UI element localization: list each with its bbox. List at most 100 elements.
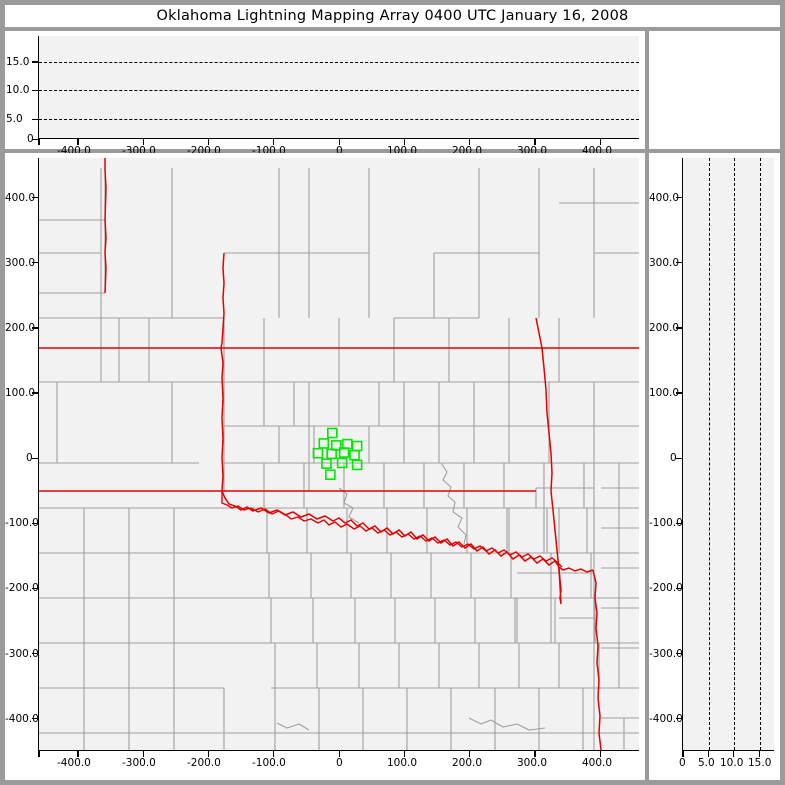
map-plot-area[interactable] — [38, 158, 639, 751]
xtick--400 — [77, 139, 79, 145]
right-ytick-0 — [676, 457, 683, 459]
map-xtick--100 — [273, 751, 275, 757]
right-ytick-300 — [676, 262, 683, 264]
map-ytick--300 — [32, 653, 39, 655]
blank-panel — [649, 31, 780, 149]
map-ytick--200 — [32, 587, 39, 590]
map-xtick-0 — [338, 751, 340, 757]
right-xtick-label-5: 5.0 — [698, 757, 715, 769]
right-ytick--200 — [676, 587, 683, 590]
map-ytick-400 — [32, 196, 39, 199]
right-ytick--300 — [676, 653, 683, 655]
xtick-200 — [469, 139, 471, 145]
map-ytick-label-100: 100.0 — [5, 387, 36, 399]
map-xtick-200 — [469, 751, 471, 757]
right-ytick-label--400: -400.0 — [649, 712, 683, 725]
gridline-10 — [39, 90, 639, 92]
map-xtick-origin — [38, 751, 40, 757]
right-ytick-label-400: 400.0 — [649, 191, 680, 204]
plan-view-map-panel: 400.0 300.0 200.0 100.0 0 -100.0 -200.0 … — [5, 153, 645, 780]
xtick-origin — [38, 139, 40, 145]
map-ytick-label-0: 0 — [26, 452, 33, 465]
ytick-5 — [32, 118, 39, 120]
lightning-source-markers — [312, 427, 363, 481]
source-marker — [326, 448, 337, 460]
source-marker — [327, 427, 338, 439]
right-xtick-label-15: 15.0 — [748, 757, 772, 769]
map-xtick-label-400: 400.0 — [582, 757, 613, 769]
map-ytick-label-300: 300.0 — [5, 256, 36, 269]
ytick-label-15: 15.0 — [6, 55, 30, 68]
right-ytick-label-300: 300.0 — [649, 256, 680, 269]
altitude-plot-area — [682, 158, 774, 751]
xtick--200 — [207, 139, 210, 145]
xtick--100 — [273, 139, 275, 145]
right-xtick-10 — [733, 751, 735, 757]
map-xtick-label-300: 300.0 — [517, 757, 548, 769]
altitude-vs-north-panel: 400.0 300.0 200.0 100.0 0 -100.0 -200.0 … — [649, 153, 780, 780]
right-ytick-label--300: -300.0 — [649, 647, 683, 660]
gridline-5 — [39, 119, 639, 120]
right-ytick-label-200: 200.0 — [649, 321, 680, 334]
ytick-label-0: 0 — [27, 132, 34, 145]
map-ytick-0 — [32, 457, 39, 459]
map-xtick-label--200: -200.0 — [187, 757, 221, 769]
right-ytick-label--200: -200.0 — [649, 582, 683, 595]
right-xtick-15 — [758, 751, 761, 757]
map-xtick-label-200: 200.0 — [452, 757, 483, 769]
source-marker — [325, 469, 336, 481]
xtick--300 — [142, 139, 144, 145]
right-ytick-label-100: 100.0 — [649, 387, 680, 399]
xtick-0 — [338, 139, 340, 145]
map-ytick-200 — [32, 327, 39, 329]
ytick-label-10: 10.0 — [6, 84, 30, 97]
source-marker — [318, 438, 330, 449]
title-bar: Oklahoma Lightning Mapping Array 0400 UT… — [5, 5, 780, 27]
right-xtick-label-10: 10.0 — [720, 757, 744, 769]
map-ytick-100 — [32, 392, 39, 394]
map-xtick-label--300: -300.0 — [122, 757, 156, 769]
time-height-plot-area — [38, 36, 639, 139]
source-marker — [336, 457, 348, 469]
map-xtick-label--400: -400.0 — [57, 757, 91, 769]
gridline-10 — [734, 158, 736, 750]
map-xtick-100 — [403, 751, 406, 757]
source-marker — [351, 440, 363, 452]
ytick-10 — [32, 89, 39, 92]
ytick-0 — [32, 138, 39, 140]
gridline-15 — [759, 158, 761, 750]
map-xtick-300 — [534, 751, 536, 757]
map-ytick-label-400: 400.0 — [5, 191, 36, 204]
page-title: Oklahoma Lightning Mapping Array 0400 UT… — [156, 8, 629, 24]
map-xtick-label-100: 100.0 — [387, 757, 418, 769]
map-ytick-label--100: -100.0 — [5, 517, 39, 530]
map-xtick--400 — [77, 751, 79, 757]
source-marker — [351, 459, 363, 471]
map-xtick-400 — [599, 751, 602, 757]
xtick-400 — [599, 139, 602, 145]
right-ytick-100 — [676, 392, 683, 394]
map-xtick--200 — [207, 751, 210, 757]
source-marker — [321, 458, 332, 469]
right-xtick-label-0: 0 — [679, 757, 686, 769]
right-xtick-5 — [707, 751, 709, 757]
map-ytick-label--400: -400.0 — [5, 712, 39, 725]
right-ytick-400 — [676, 196, 683, 199]
map-ytick--400 — [32, 718, 39, 720]
ytick-label-5: 5.0 — [6, 112, 23, 125]
ytick-15 — [32, 61, 39, 63]
xtick-label-0: 0 — [336, 145, 343, 157]
map-ytick-300 — [32, 262, 39, 264]
right-ytick--100 — [676, 522, 683, 525]
xtick-300 — [534, 139, 536, 145]
source-marker — [312, 447, 324, 459]
xtick-100 — [403, 139, 406, 145]
right-ytick-200 — [676, 327, 683, 329]
right-xtick-0 — [682, 751, 684, 757]
map-ytick-label-200: 200.0 — [5, 321, 36, 334]
map-ytick--100 — [32, 522, 39, 525]
time-height-panel: 15.0 10.0 5.0 0 -400.0 -300.0 -200.0 -10… — [5, 31, 645, 157]
source-marker — [338, 447, 350, 458]
natural-county-borders — [276, 462, 546, 731]
